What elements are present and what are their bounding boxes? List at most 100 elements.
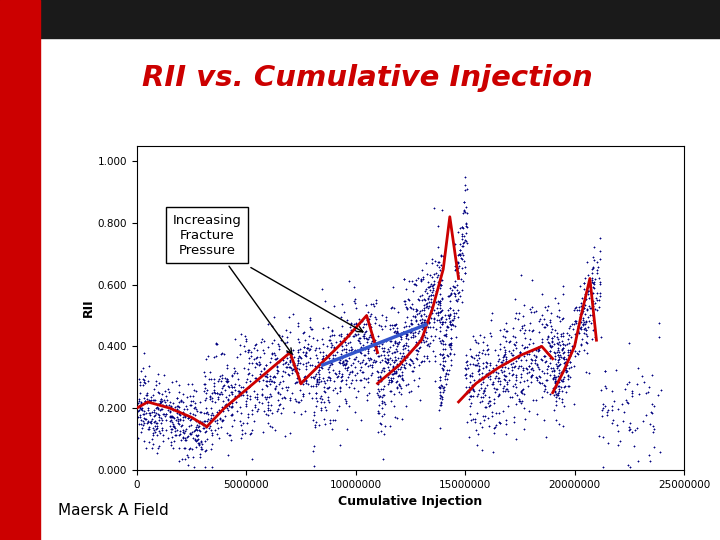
Point [361,311,372,320]
Point [163,434,174,442]
Point [215,407,227,415]
Point [534,317,545,326]
Point [399,353,410,361]
Point [435,392,446,400]
Point [266,339,278,347]
Point [554,354,565,363]
Point [166,418,178,427]
Point [317,354,328,363]
Point [205,414,217,423]
Point [312,357,324,366]
Point [434,322,446,331]
Point [308,374,320,382]
Point [200,427,212,435]
Point [200,355,212,364]
Point [623,423,634,431]
Point [568,362,580,370]
Point [490,385,502,394]
Point [396,415,408,424]
Point [182,380,194,388]
Point [559,382,571,390]
Point [134,388,145,397]
Point [368,300,379,308]
Point [207,394,218,403]
Point [459,181,471,190]
Point [390,328,402,337]
Point [404,360,415,369]
Point [416,357,428,366]
Point [578,346,590,354]
Point [392,339,403,348]
Point [526,355,537,363]
Point [364,342,375,351]
Point [575,281,586,290]
Point [225,402,237,411]
Point [552,382,564,390]
Point [410,305,421,314]
Point [408,328,419,337]
Point [436,264,447,272]
Point [375,374,387,382]
Point [198,419,210,428]
Point [642,387,654,396]
Point [550,396,562,405]
Point [589,255,600,264]
Point [206,397,217,406]
Point [189,435,200,443]
Point [452,251,464,259]
Point [342,339,354,347]
Point [408,305,419,314]
Point [530,307,541,316]
Point [429,356,441,365]
Point [240,400,252,408]
Point [261,381,272,390]
Point [498,387,509,395]
Point [361,396,373,404]
Point [343,382,355,391]
Point [392,414,403,422]
Point [348,283,359,292]
Point [343,276,354,285]
Point [350,326,361,334]
Point [556,377,567,386]
Point [497,407,508,416]
Point [500,327,512,335]
Point [207,409,218,417]
Point [328,416,339,424]
Point [505,393,516,401]
Point [377,393,388,401]
Point [419,287,431,296]
Point [210,397,221,406]
Point [450,239,462,248]
Point [138,394,149,403]
Point [468,354,480,362]
Point [552,389,564,397]
Point [351,393,362,401]
Point [576,308,588,316]
Point [260,376,271,385]
Point [138,410,150,418]
Point [282,348,293,356]
Point [456,230,468,238]
Point [378,390,390,399]
Point [240,337,252,346]
Point [141,418,153,427]
Point [390,326,401,335]
Point [386,370,397,379]
Point [204,375,215,383]
Point [143,362,155,370]
Point [510,373,521,382]
Point [140,408,151,417]
Point [311,354,323,363]
Point [467,369,478,377]
Point [442,306,454,314]
Point [521,364,533,373]
Point [518,404,530,413]
Point [460,382,472,391]
Point [445,348,456,357]
Point [523,361,534,370]
Point [431,273,443,282]
Point [356,368,367,376]
Point [283,363,294,372]
Point [409,332,420,341]
